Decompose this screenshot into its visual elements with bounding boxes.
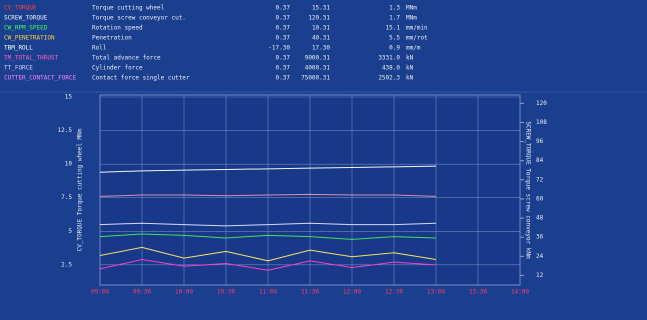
x-tick-label: 10:30 xyxy=(217,289,235,296)
signal-min: 0.37 xyxy=(276,5,291,12)
y-tick-label: 7.5 xyxy=(61,194,72,201)
signal-min: 0.37 xyxy=(276,55,291,62)
signal-name: SCREW_TORQUE xyxy=(4,15,48,22)
y2-tick-label: 36 xyxy=(536,234,544,241)
signal-unit: MNm xyxy=(406,5,417,12)
signal-max: 120.31 xyxy=(308,15,330,22)
signal-unit: kN xyxy=(406,55,414,62)
y2-tick-label: 96 xyxy=(536,138,544,145)
x-tick-label: 13:30 xyxy=(469,289,487,296)
signal-max: 4000.31 xyxy=(305,65,331,72)
y2-tick-label: 24 xyxy=(536,253,544,260)
signal-name: TM_TOTAL_THRUST xyxy=(4,55,59,62)
series-line xyxy=(99,165,437,173)
series-line xyxy=(99,258,437,271)
signal-max: 40.31 xyxy=(312,35,330,42)
signal-max: 75000.31 xyxy=(301,75,330,82)
signal-unit: mm/min xyxy=(406,25,428,32)
signal-unit: mm/m xyxy=(406,45,421,52)
signal-unit: kN xyxy=(406,75,414,82)
signal-description: Roll xyxy=(92,45,107,52)
signal-description: Cylinder force xyxy=(92,65,143,72)
y2-tick-label: 84 xyxy=(536,157,544,164)
series-line xyxy=(99,233,437,240)
signal-min: 0.37 xyxy=(276,65,291,72)
y2-axis-label: SCREW_TORQUE Torque screw conveyor kNm xyxy=(525,121,532,259)
y2-tick-label: 12 xyxy=(536,272,544,279)
signal-min: 0.37 xyxy=(276,25,291,32)
y-tick-label: 5 xyxy=(68,228,72,235)
signal-value: 1.3 xyxy=(389,5,400,12)
signal-min: 0.37 xyxy=(276,15,291,22)
signal-name: CUTTER_CONTACT_FORCE xyxy=(4,75,77,82)
x-tick-label: 10:00 xyxy=(175,289,193,296)
x-tick-label: 09:00 xyxy=(91,289,109,296)
y2-tick-label: 108 xyxy=(536,119,547,126)
x-tick-label: 11:00 xyxy=(259,289,277,296)
y2-tick-label: 120 xyxy=(536,100,547,107)
signal-description: Torque cutting wheel xyxy=(92,5,165,12)
x-tick-label: 11:30 xyxy=(301,289,319,296)
signal-description: Total advance force xyxy=(92,55,161,62)
signal-value: 2502.3 xyxy=(378,75,400,82)
signal-unit: mm/rot xyxy=(406,35,428,42)
x-tick-label: 14:00 xyxy=(511,289,529,296)
signal-value: 5.5 xyxy=(389,35,400,42)
signal-value: 1.7 xyxy=(389,15,400,22)
signal-max: 10.31 xyxy=(312,25,330,32)
signal-name: TBM_ROLL xyxy=(4,45,33,52)
signal-description: Contact force single cutter xyxy=(92,75,190,82)
signal-name: CV_TORQUE xyxy=(4,5,37,12)
signal-description: Torque screw conveyor cut. xyxy=(92,15,186,22)
signal-max: 17.30 xyxy=(312,45,330,52)
y2-tick-label: 60 xyxy=(536,195,544,202)
signal-max: 15.31 xyxy=(312,5,330,12)
signal-value: 3331.0 xyxy=(378,55,400,62)
signal-description: Penetration xyxy=(92,35,132,42)
series-line xyxy=(99,193,437,197)
signal-unit: kN xyxy=(406,65,414,72)
y2-tick-label: 72 xyxy=(536,176,544,183)
x-tick-label: 13:00 xyxy=(427,289,445,296)
series-line xyxy=(99,222,437,227)
x-tick-label: 09:30 xyxy=(133,289,151,296)
signal-min: 0.37 xyxy=(276,35,291,42)
x-tick-label: 12:30 xyxy=(385,289,403,296)
y2-tick-label: 48 xyxy=(536,215,544,222)
signal-name: CW_RPM_SPEED xyxy=(4,25,48,32)
signal-unit: MNm xyxy=(406,15,417,22)
y-axis-label: CV_TORQUE Torque cutting wheel MNm xyxy=(77,128,84,251)
signal-name: TT_FORCE xyxy=(4,65,33,72)
y-tick-label: 10 xyxy=(65,161,73,168)
signal-value: 15.1 xyxy=(386,25,401,32)
y-tick-label: 2.5 xyxy=(61,261,72,268)
signal-max: 9000.31 xyxy=(305,55,331,62)
signal-value: 438.0 xyxy=(382,65,400,72)
series-line xyxy=(99,246,437,262)
y-tick-label: 15 xyxy=(65,94,73,101)
signal-min: 0.37 xyxy=(276,75,291,82)
y-tick-label: 12.5 xyxy=(58,127,73,134)
signal-name: CW_PENETRATION xyxy=(4,35,55,42)
signal-value: 0.9 xyxy=(389,45,400,52)
x-tick-label: 12:00 xyxy=(343,289,361,296)
signal-description: Rotation speed xyxy=(92,25,143,32)
signal-min: -17.30 xyxy=(268,45,290,52)
